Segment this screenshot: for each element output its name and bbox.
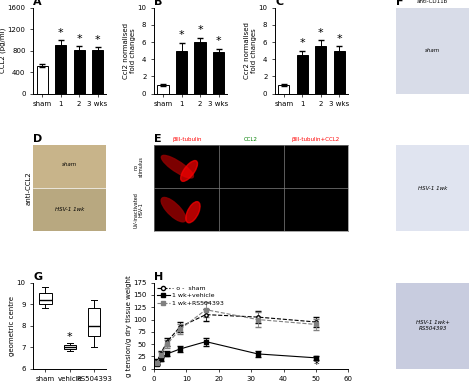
Bar <box>194 42 206 94</box>
Ellipse shape <box>186 202 200 223</box>
Text: sham: sham <box>62 162 77 167</box>
Bar <box>278 85 290 94</box>
Ellipse shape <box>161 197 186 222</box>
PathPatch shape <box>64 345 76 349</box>
Text: *: * <box>179 30 184 40</box>
Text: *: * <box>318 28 324 38</box>
Ellipse shape <box>161 156 193 178</box>
Legend: - o -  sham, 1 wk+vehicle, 1 wk+RS504393: - o - sham, 1 wk+vehicle, 1 wk+RS504393 <box>157 286 224 306</box>
Text: A: A <box>33 0 42 7</box>
PathPatch shape <box>39 293 52 304</box>
Bar <box>36 66 47 94</box>
Text: *: * <box>216 36 221 46</box>
Y-axis label: geometric centre: geometric centre <box>9 296 15 356</box>
Ellipse shape <box>181 161 198 181</box>
Text: CCL2: CCL2 <box>244 137 258 142</box>
Text: *: * <box>313 360 319 370</box>
Bar <box>157 85 169 94</box>
Text: C: C <box>275 0 283 7</box>
Text: G: G <box>33 272 42 282</box>
Text: H: H <box>154 272 164 282</box>
Text: *: * <box>337 34 342 44</box>
Text: sham: sham <box>425 48 440 53</box>
Bar <box>176 51 187 94</box>
Y-axis label: g tension/g dry tissue weight: g tension/g dry tissue weight <box>126 275 132 377</box>
Text: anti-CD11b: anti-CD11b <box>417 0 448 4</box>
Y-axis label: CCL2 (pg/ml): CCL2 (pg/ml) <box>0 28 6 73</box>
Bar <box>297 55 308 94</box>
Text: F: F <box>396 0 403 7</box>
Y-axis label: Ccl2 normalised
fold changes: Ccl2 normalised fold changes <box>123 23 136 79</box>
Bar <box>92 50 103 94</box>
Text: βIII-tubulin: βIII-tubulin <box>173 137 202 142</box>
Text: HSV-1 1wk+
RS504393: HSV-1 1wk+ RS504393 <box>416 320 449 331</box>
Y-axis label: Ccr2 normalised
fold changes: Ccr2 normalised fold changes <box>244 22 257 79</box>
Text: UV-inactivated
HSV-1: UV-inactivated HSV-1 <box>133 192 144 228</box>
Bar <box>73 50 85 94</box>
Y-axis label: anti-CCL2: anti-CCL2 <box>26 171 32 205</box>
Text: B: B <box>154 0 163 7</box>
Bar <box>55 45 66 94</box>
Text: *: * <box>197 25 203 35</box>
Bar <box>334 51 345 94</box>
Bar <box>315 46 327 94</box>
Text: HSV-1 1wk: HSV-1 1wk <box>55 207 84 212</box>
Text: *: * <box>95 35 100 45</box>
Text: βIII-tubulin+CCL2: βIII-tubulin+CCL2 <box>291 137 339 142</box>
Text: *: * <box>58 28 64 38</box>
Text: D: D <box>33 134 43 144</box>
Bar <box>213 52 224 94</box>
Text: no
stimulus: no stimulus <box>133 156 144 177</box>
Text: HSV-1 1wk: HSV-1 1wk <box>418 185 447 191</box>
Text: *: * <box>76 34 82 44</box>
Text: *: * <box>300 38 305 48</box>
Text: E: E <box>154 134 162 144</box>
Text: *: * <box>67 332 73 342</box>
PathPatch shape <box>88 308 100 336</box>
